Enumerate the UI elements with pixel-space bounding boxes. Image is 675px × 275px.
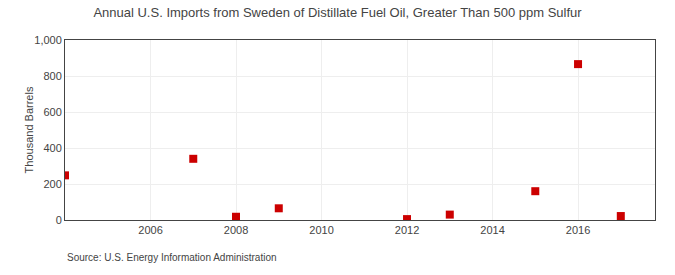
svg-text:Source: U.S. Energy Informatio: Source: U.S. Energy Information Administ… xyxy=(67,252,277,263)
svg-text:2010: 2010 xyxy=(309,224,333,236)
svg-text:400: 400 xyxy=(43,142,61,154)
svg-text:2008: 2008 xyxy=(224,224,248,236)
svg-text:2012: 2012 xyxy=(395,224,419,236)
svg-text:1,000: 1,000 xyxy=(34,34,62,46)
svg-text:200: 200 xyxy=(43,178,61,190)
svg-text:600: 600 xyxy=(43,106,61,118)
svg-text:800: 800 xyxy=(43,70,61,82)
svg-text:2006: 2006 xyxy=(138,224,162,236)
svg-text:0: 0 xyxy=(56,214,62,226)
svg-text:Thousand Barrels: Thousand Barrels xyxy=(23,86,35,173)
svg-text:2014: 2014 xyxy=(480,224,504,236)
svg-text:2016: 2016 xyxy=(566,224,590,236)
svg-text:Annual U.S. Imports from Swede: Annual U.S. Imports from Sweden of Disti… xyxy=(93,5,582,20)
